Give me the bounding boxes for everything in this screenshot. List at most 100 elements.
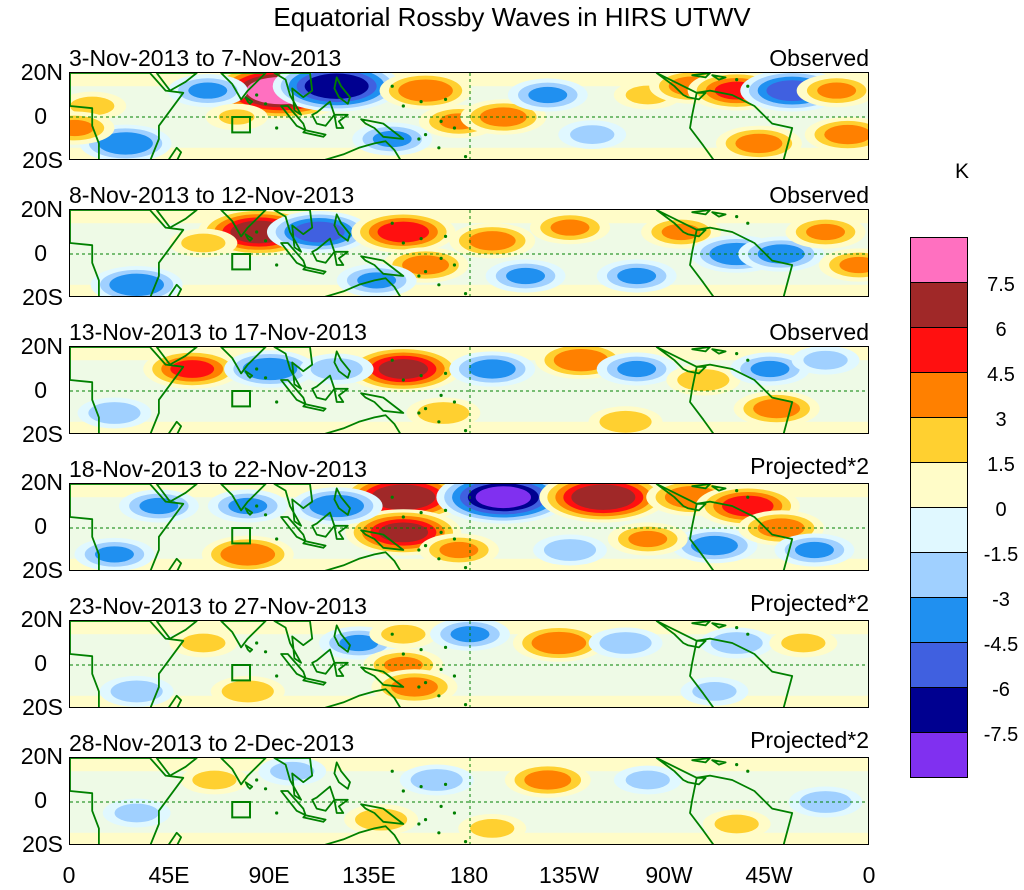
anomaly-contour [722,495,774,517]
island-marker [437,557,441,561]
coastline [324,414,401,433]
anomaly-contour [794,541,834,559]
lon-label-180: 180 [449,862,489,888]
panel-5-lat-20n: 20N [20,606,63,632]
anomaly-contour [817,82,857,99]
lon-label-135w: 135W [538,862,600,888]
island-marker [746,632,750,636]
panel-1-map [69,72,869,160]
anomaly-contour [381,624,426,644]
island-marker [735,215,739,219]
coastline [333,661,349,677]
colorbar-swatch [910,597,968,643]
anomaly-contour [242,357,298,381]
island-marker [463,292,468,296]
lon-label-90e: 90E [248,862,290,888]
panel-2-date: 8-Nov-2013 to 12-Nov-2013 [69,182,355,208]
anomaly-contour [753,398,801,419]
island-marker [439,667,443,671]
anomaly-contour [750,360,790,378]
coastline [302,814,327,823]
anomaly-contour [410,769,463,791]
island-marker [735,626,739,630]
island-marker [439,119,443,123]
colorbar-swatch [910,462,968,508]
coastline [155,347,198,366]
coastline [70,347,185,433]
panel-1-type: Observed [769,45,869,71]
coastline [360,529,405,551]
colorbar-swatch [910,372,968,418]
colorbar-swatch [910,237,968,283]
coastline [689,226,794,296]
coastline [220,484,267,512]
anomaly-contour [220,543,276,566]
anomaly-contour [692,682,737,701]
coastline [691,758,711,764]
colorbar-swatch [910,282,968,328]
island-marker [443,97,448,101]
anomaly-contour [617,360,657,378]
colorbar-swatch [910,417,968,463]
panel-5-type: Projected*2 [750,590,869,616]
anomaly-contour [806,223,846,241]
island-marker [419,511,423,515]
island-marker [452,400,457,404]
panel-3-lat-0: 0 [34,377,47,403]
island-marker [401,241,405,245]
island-marker [735,489,739,493]
island-marker [401,104,405,108]
island-marker [263,239,268,243]
panel-2-map [69,209,869,297]
panel-3-type: Observed [769,319,869,345]
anomaly-contour [181,633,226,653]
colorbar-swatch [910,687,968,733]
anomaly-contour [710,632,763,654]
island-marker [263,787,268,791]
island-marker [735,78,739,82]
coastline [155,484,198,503]
panel-3-date: 13-Nov-2013 to 17-Nov-2013 [69,319,367,345]
anomaly-contour [628,530,668,548]
colorbar-tick: -6 [992,679,1010,701]
chart-title: Equatorial Rossby Waves in HIRS UTWV [273,2,751,32]
panel-3-lat-20s: 20S [22,421,63,447]
coastline [333,798,349,814]
coastline [689,500,794,570]
panel-6-date: 28-Nov-2013 to 2-Dec-2013 [69,730,355,756]
coastline [333,624,351,653]
coastline [168,146,182,159]
island-marker [423,544,428,548]
coastline [324,140,401,159]
anomaly-contour [439,541,479,559]
coastline [324,551,401,570]
coastline [244,781,254,790]
anomaly-contour [468,359,516,379]
coastline [691,210,711,216]
region-box [231,253,252,271]
panel-3-map [69,346,869,434]
panel-5-field [70,621,868,707]
island-marker [275,126,279,130]
island-marker [401,515,405,519]
panel-5-lat-0: 0 [34,650,47,676]
island-marker [417,548,421,552]
anomaly-contour [188,82,228,99]
panel-6-lat-20n: 20N [20,743,63,769]
lon-label-45w: 45W [745,862,793,888]
island-marker [735,352,739,356]
island-marker [443,371,448,375]
anomaly-contour [553,349,609,372]
anomaly-contour [543,539,597,561]
coastline [70,621,185,707]
coastline [220,73,267,101]
coastline [244,507,254,516]
anomaly-contour [70,96,115,116]
coastline [333,76,351,105]
island-marker [735,763,739,767]
anomaly-contour [70,119,94,137]
anomaly-contour [98,132,153,155]
panel-3-field [70,347,868,433]
anomaly-contour [803,350,848,370]
colorbar-tick: -7.5 [983,724,1019,746]
